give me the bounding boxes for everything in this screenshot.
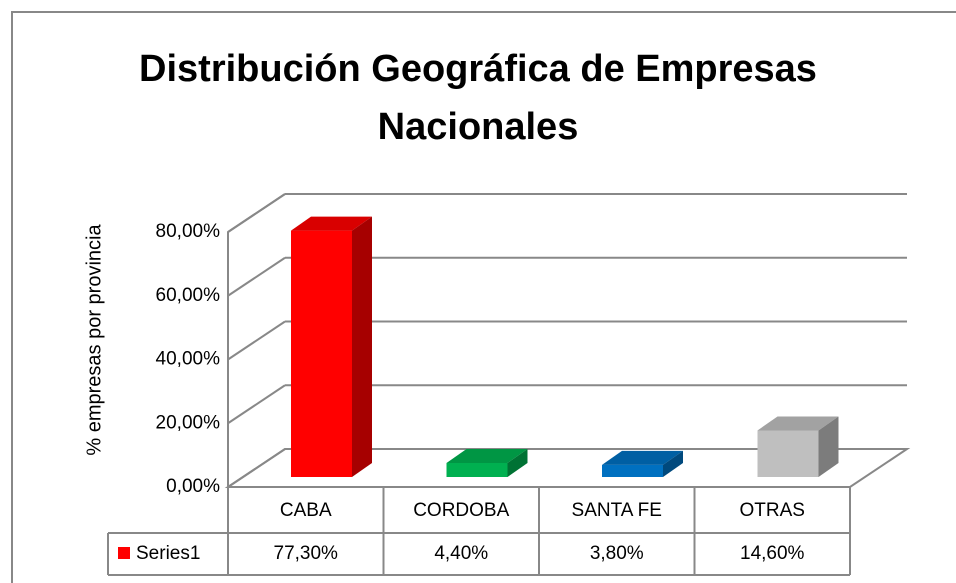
bar (446, 462, 508, 477)
x-tick-label: SANTA FE (572, 500, 662, 521)
grid-line (227, 256, 286, 297)
bar-top (446, 448, 528, 463)
x-tick-label: OTRAS (740, 500, 805, 521)
x-tick-label: CORDOBA (413, 500, 509, 521)
bar-top (291, 216, 372, 231)
bar-top (602, 450, 683, 465)
bar-side (663, 450, 683, 477)
value-label: 77,30% (274, 543, 339, 564)
y-tick-label: 60,00% (156, 285, 221, 306)
bar (757, 430, 819, 477)
value-label: 3,80% (590, 543, 644, 564)
y-axis-label: % empresas por provincia (83, 224, 105, 456)
x-tick-label: CABA (280, 500, 332, 521)
bar (291, 230, 352, 477)
bar-side (818, 416, 839, 477)
bar-side (352, 216, 372, 477)
frame (11, 11, 956, 583)
chart-title: Distribución Geográfica de Empresas Naci… (139, 48, 817, 148)
grid-line (227, 384, 286, 425)
y-tick-label: 0,00% (166, 476, 220, 497)
legend-swatch (118, 547, 130, 559)
y-tick-label: 80,00% (156, 221, 221, 242)
bar-side (507, 448, 528, 477)
value-label: 4,40% (434, 543, 488, 564)
grid-line (227, 193, 286, 233)
value-label: 14,60% (740, 543, 805, 564)
bar-top (757, 416, 839, 431)
y-tick-label: 20,00% (156, 412, 221, 433)
grid-line (227, 448, 286, 488)
y-tick-label: 40,00% (156, 349, 221, 370)
legend-label: Series1 (136, 543, 200, 564)
bar (602, 464, 663, 477)
grid-line (227, 320, 286, 361)
